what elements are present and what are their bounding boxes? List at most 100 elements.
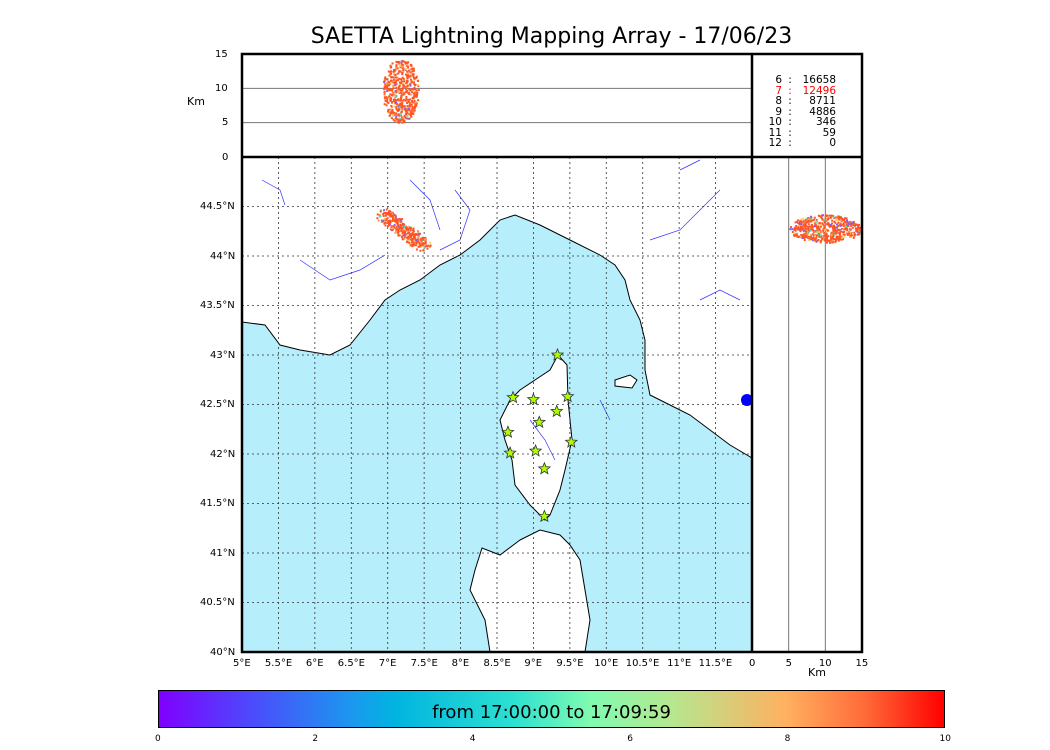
lightning-source <box>386 208 388 210</box>
altitude-source <box>400 108 402 110</box>
side-source <box>836 237 838 239</box>
side-source <box>820 240 822 242</box>
altitude-source <box>390 105 392 107</box>
altitude-source <box>389 112 391 114</box>
side-tick-label: 15 <box>856 658 869 669</box>
altitude-source <box>398 61 400 63</box>
altitude-source <box>399 64 401 66</box>
altitude-source <box>398 106 400 108</box>
side-source <box>814 217 816 219</box>
altitude-source <box>407 85 409 87</box>
side-source <box>809 230 811 232</box>
legend-count: 16658 <box>798 75 836 86</box>
side-source <box>818 231 820 233</box>
side-source <box>826 235 828 237</box>
lightning-source <box>392 229 394 231</box>
y-tick-label: 43.5°N <box>200 300 235 311</box>
lightning-source <box>417 241 419 243</box>
lightning-source <box>425 243 427 245</box>
altitude-source <box>411 91 413 93</box>
altitude-source <box>386 83 388 85</box>
lightning-source <box>396 222 398 224</box>
side-source <box>810 217 812 219</box>
altitude-source <box>391 80 393 82</box>
side-source <box>815 237 817 239</box>
altitude-source <box>400 111 402 113</box>
side-source <box>837 229 839 231</box>
altitude-source <box>402 86 404 88</box>
x-tick-label: 6°E <box>306 658 324 669</box>
side-source <box>844 234 846 236</box>
lightning-source <box>401 227 403 229</box>
altitude-source <box>390 70 392 72</box>
side-source <box>846 219 848 221</box>
altitude-source <box>399 81 401 83</box>
altitude-source <box>393 69 395 71</box>
lightning-source <box>402 238 404 240</box>
altitude-source <box>393 100 395 102</box>
lightning-source <box>388 224 390 226</box>
x-tick-label: 7.5°E <box>411 658 438 669</box>
y-tick-label: 41.5°N <box>200 498 235 509</box>
side-source <box>818 226 820 228</box>
altitude-source <box>391 90 393 92</box>
side-source <box>795 225 797 227</box>
lightning-source <box>419 246 421 248</box>
side-tick-label: 5 <box>786 658 792 669</box>
legend-level: 6 <box>760 75 782 86</box>
altitude-source <box>386 104 388 106</box>
lightning-source <box>389 210 391 212</box>
side-source <box>796 227 798 229</box>
altitude-source <box>391 112 393 114</box>
x-tick-label: 5.5°E <box>265 658 292 669</box>
legend-sep: : <box>782 75 798 86</box>
lightning-source <box>395 231 397 233</box>
side-source <box>831 232 833 234</box>
side-source <box>837 231 839 233</box>
x-tick-label: 9.5°E <box>556 658 583 669</box>
side-source <box>841 228 843 230</box>
side-source <box>826 240 828 242</box>
altitude-source <box>390 66 392 68</box>
altitude-source <box>391 76 393 78</box>
altitude-source <box>402 67 404 69</box>
lightning-source <box>418 233 420 235</box>
side-source <box>823 219 825 221</box>
side-source <box>819 222 821 224</box>
legend-level: 10 <box>760 117 782 128</box>
side-source <box>825 220 827 222</box>
altitude-source <box>411 100 413 102</box>
altitude-source <box>386 99 388 101</box>
y-tick-label: 42.5°N <box>200 399 235 410</box>
lightning-source <box>422 249 424 251</box>
lightning-source <box>400 225 402 227</box>
altitude-source <box>384 103 386 105</box>
altitude-source <box>395 96 397 98</box>
side-source <box>828 225 830 227</box>
lightning-source <box>408 232 410 234</box>
side-source <box>808 223 810 225</box>
side-source <box>829 215 831 217</box>
altitude-source <box>393 112 395 114</box>
altitude-source <box>407 61 409 63</box>
altitude-source <box>413 93 415 95</box>
altitude-source <box>387 109 389 111</box>
altitude-source <box>416 92 418 94</box>
altitude-source <box>393 77 395 79</box>
side-source <box>828 223 830 225</box>
legend-row: 10:346 <box>760 117 836 128</box>
lightning-source <box>411 241 413 243</box>
altitude-source <box>399 118 401 120</box>
altitude-source <box>398 88 400 90</box>
altitude-source <box>416 76 418 78</box>
side-source <box>808 220 810 222</box>
lightning-source <box>411 233 413 235</box>
x-tick-label: 7°E <box>379 658 397 669</box>
altitude-source <box>397 114 399 116</box>
altitude-source <box>407 75 409 77</box>
lightning-source <box>399 221 401 223</box>
altitude-source <box>398 78 400 80</box>
lightning-source <box>412 238 414 240</box>
y-tick-label: 44.5°N <box>200 201 235 212</box>
side-source <box>811 225 813 227</box>
